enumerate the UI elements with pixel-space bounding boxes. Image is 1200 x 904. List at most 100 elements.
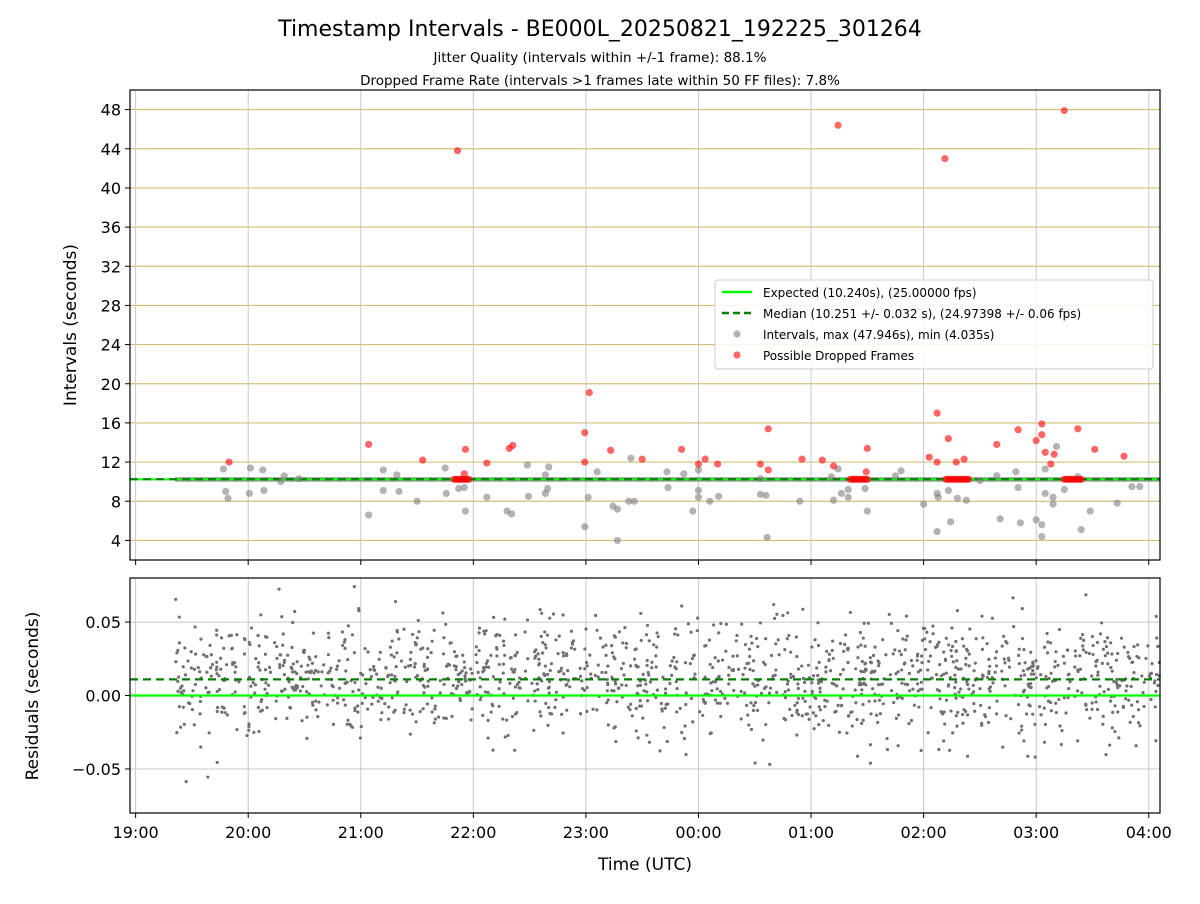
- residual-point-283: [809, 705, 812, 708]
- residual-point-1241: [585, 710, 588, 713]
- residual-point-907: [1115, 678, 1118, 681]
- residual-point-498: [817, 723, 820, 726]
- residual-point-44: [845, 731, 848, 734]
- residual-point-897: [916, 682, 919, 685]
- residual-point-489: [957, 691, 960, 694]
- residual-point-695: [351, 633, 354, 636]
- residual-point-413: [712, 623, 715, 626]
- residual-point-1240: [474, 653, 477, 656]
- residual-point-993: [512, 697, 515, 700]
- residual-point-245: [1096, 708, 1099, 711]
- residual-point-700: [566, 669, 569, 672]
- residual-point-552: [503, 618, 506, 621]
- residual-point-715: [540, 612, 543, 615]
- residual-point-34: [258, 669, 261, 672]
- residual-point-1290: [827, 658, 830, 661]
- residual-point-941: [801, 608, 804, 611]
- residual-point-661: [714, 698, 717, 701]
- residual-point-130: [481, 714, 484, 717]
- interval-point-72: [993, 472, 1000, 479]
- residual-point-628: [854, 701, 857, 704]
- residual-point-422: [579, 712, 582, 715]
- residual-point-644: [299, 689, 302, 692]
- residual-point-1182: [849, 611, 852, 614]
- residual-point-474: [526, 699, 529, 702]
- residual-point-165: [951, 645, 954, 648]
- residual-point-873: [814, 714, 817, 717]
- residual-point-1132: [936, 645, 939, 648]
- residual-point-704: [230, 647, 233, 650]
- residual-point-1108: [519, 687, 522, 690]
- residual-point-784: [597, 663, 600, 666]
- residual-point-419: [1104, 753, 1107, 756]
- chart-title: Timestamp Intervals - BE000L_20250821_19…: [277, 17, 922, 42]
- residual-point-1204: [847, 714, 850, 717]
- residual-point-1430: [559, 669, 562, 672]
- residual-point-893: [740, 690, 743, 693]
- residual-point-126: [186, 659, 189, 662]
- residual-point-721: [322, 663, 325, 666]
- residual-point-622: [502, 644, 505, 647]
- residual-point-603: [620, 683, 623, 686]
- residual-point-844: [967, 687, 970, 690]
- dropped-frame-point-24: [834, 122, 841, 129]
- residual-point-99: [1088, 717, 1091, 720]
- residual-point-460: [991, 681, 994, 684]
- residual-point-1026: [895, 717, 898, 720]
- residual-point-1407: [465, 691, 468, 694]
- residual-point-1377: [278, 666, 281, 669]
- residual-point-712: [917, 689, 920, 692]
- residual-point-1153: [1132, 671, 1135, 674]
- residual-point-554: [277, 588, 280, 591]
- residual-point-431: [1088, 652, 1091, 655]
- residual-point-1313: [872, 670, 875, 673]
- residual-point-438: [477, 671, 480, 674]
- residual-point-589: [628, 708, 631, 711]
- residual-point-225: [536, 682, 539, 685]
- residual-point-1226: [434, 705, 437, 708]
- residual-point-105: [178, 615, 181, 618]
- residual-point-1072: [548, 680, 551, 683]
- residual-point-607: [635, 707, 638, 710]
- residual-point-339: [674, 627, 677, 630]
- residual-point-1373: [505, 719, 508, 722]
- dropped-frame-point-40: [1047, 460, 1054, 467]
- residual-point-753: [956, 609, 959, 612]
- residual-point-1129: [824, 670, 827, 673]
- residual-point-1359: [409, 709, 412, 712]
- residual-point-1462: [392, 711, 395, 714]
- residual-point-910: [696, 629, 699, 632]
- interval-point-78: [1038, 521, 1045, 528]
- residual-point-1443: [414, 662, 417, 665]
- residual-point-972: [351, 690, 354, 693]
- residual-point-997: [1092, 644, 1095, 647]
- residual-point-717: [353, 585, 356, 588]
- interval-point-74: [1012, 468, 1019, 475]
- residual-point-1275: [360, 725, 363, 728]
- interval-point-63: [920, 501, 927, 508]
- residual-point-282: [935, 673, 938, 676]
- residual-point-1115: [514, 685, 517, 688]
- residual-point-1007: [947, 643, 950, 646]
- residual-point-403: [585, 686, 588, 689]
- residual-point-1284: [317, 670, 320, 673]
- residual-point-1370: [243, 638, 246, 641]
- residual-point-746: [504, 735, 507, 738]
- interval-point-32: [594, 468, 601, 475]
- residual-point-598: [547, 686, 550, 689]
- residual-point-1201: [370, 675, 373, 678]
- residual-point-657: [850, 710, 853, 713]
- residual-point-901: [178, 705, 181, 708]
- residual-point-544: [233, 671, 236, 674]
- residual-point-847: [547, 706, 550, 709]
- residual-point-408: [994, 656, 997, 659]
- residual-point-1144: [614, 636, 617, 639]
- residual-point-182: [389, 681, 392, 684]
- residual-point-1124: [1058, 724, 1061, 727]
- residual-point-319: [645, 690, 648, 693]
- residual-point-1212: [199, 712, 202, 715]
- residual-point-733: [524, 670, 527, 673]
- residual-point-1127: [364, 647, 367, 650]
- residual-point-693: [1156, 645, 1159, 648]
- residual-point-358: [1099, 632, 1102, 635]
